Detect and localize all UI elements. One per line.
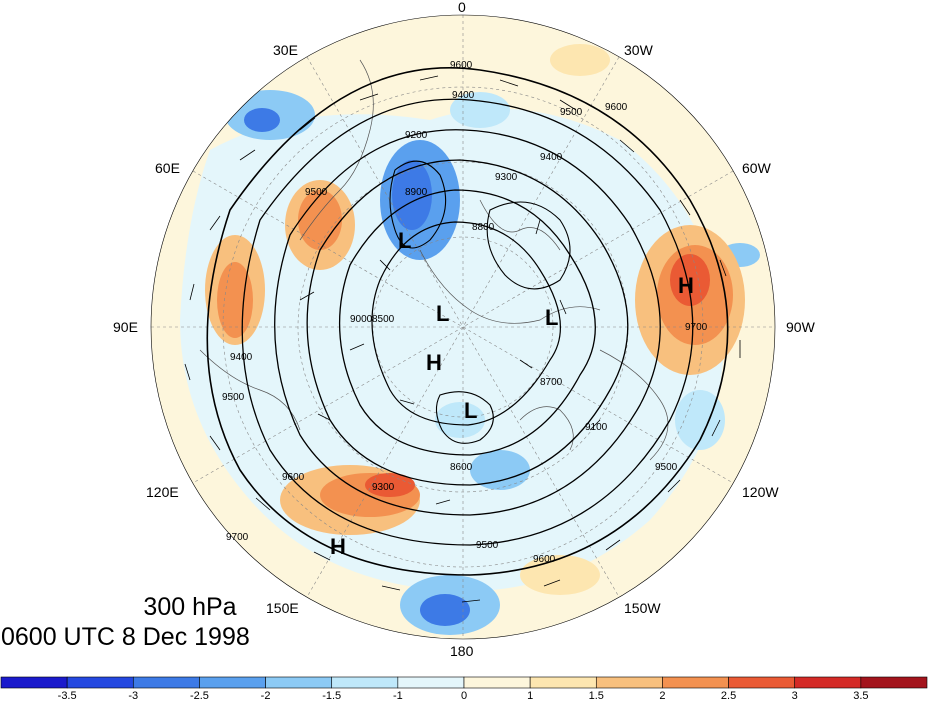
lon-label-30w: 30W <box>624 42 654 58</box>
colorbar-tick-label: 2.5 <box>721 690 736 702</box>
low-marker: L <box>398 228 411 253</box>
colorbar-swatch <box>132 676 200 689</box>
pressure-centers: H H H L L L L <box>330 228 694 559</box>
colorbar-swatch <box>529 676 597 689</box>
lon-label-90w: 90W <box>786 319 816 335</box>
colorbar-swatch <box>66 676 134 689</box>
contour-labels: 9600 9400 9200 9000 8800 8700 8600 9300 … <box>222 60 708 565</box>
colorbar-swatch <box>860 676 928 689</box>
contour-label: 9500 <box>476 540 499 551</box>
low-marker: L <box>545 305 558 330</box>
contour-label: 9200 <box>405 130 428 141</box>
colorbar-ticks: -3.5 -3 -2.5 -2 -1.5 -1 0 1 1.5 2 2.5 3 3.5 <box>58 690 869 702</box>
high-marker: H <box>330 534 346 559</box>
lon-label-60e: 60E <box>155 160 180 176</box>
colorbar-tick-label: -2.5 <box>190 690 209 702</box>
map-boundary <box>150 14 776 640</box>
contour-label: 9300 <box>372 482 395 493</box>
lon-label-180: 180 <box>450 643 474 659</box>
colorbar-tick-label: 2 <box>659 690 665 702</box>
contour-label: 9500 <box>305 187 328 198</box>
contour-label: 8600 <box>450 462 473 473</box>
contour-label: 8500 <box>372 314 395 325</box>
contour-label: 9600 <box>450 60 473 71</box>
contour-label: 9400 <box>540 152 563 163</box>
lon-label-90e: 90E <box>113 319 138 335</box>
contour-label: 8700 <box>540 377 563 388</box>
lon-label-120e: 120E <box>146 484 179 500</box>
colorbar-tick-label: 3 <box>792 690 798 702</box>
contour-label: 9500 <box>655 462 678 473</box>
lon-label-150e: 150E <box>266 600 299 616</box>
lon-label-60w: 60W <box>742 160 772 176</box>
colorbar-tick-label: -2 <box>261 690 271 702</box>
contour-label: 8900 <box>405 187 428 198</box>
low-marker: L <box>464 398 477 423</box>
colorbar-tick-label: -3.5 <box>58 690 77 702</box>
colorbar-tick-label: 0 <box>461 690 467 702</box>
lon-label-150w: 150W <box>624 600 661 616</box>
high-marker: H <box>426 350 442 375</box>
contour-label: 9000 <box>350 314 373 325</box>
colorbar-swatch <box>0 676 68 689</box>
lon-label-0: 0 <box>458 0 466 15</box>
colorbar-swatch <box>265 676 333 689</box>
colorbar-tick-label: 1 <box>527 690 533 702</box>
colorbar-tick-label: 1.5 <box>589 690 604 702</box>
contour-label: 9600 <box>605 102 628 113</box>
contour-label: 9300 <box>495 172 518 183</box>
colorbar-swatch <box>199 676 266 689</box>
contour-label: 9600 <box>533 554 556 565</box>
contour-label: 9700 <box>685 322 708 333</box>
colorbar-tick-label: -1.5 <box>322 690 341 702</box>
wind-barbs <box>184 75 741 603</box>
contour-label: 9600 <box>282 472 305 483</box>
colorbar-tick-label: -3 <box>128 690 138 702</box>
colorbar-swatch <box>728 676 796 689</box>
contour-label: 9400 <box>230 352 253 363</box>
colorbar-tick-label: -1 <box>393 690 403 702</box>
high-marker: H <box>678 273 694 298</box>
colorbar-tick-label: 3.5 <box>853 690 868 702</box>
longitude-labels: 0 30W 60W 90W 120W 150W 180 150E 120E 90… <box>113 0 816 659</box>
contour-label: 9400 <box>452 90 475 101</box>
graticule <box>151 15 775 639</box>
coastlines <box>199 59 669 461</box>
colorbar: -3.5 -3 -2.5 -2 -1.5 -1 0 1 1.5 2 2.5 3 3.5 <box>0 676 928 702</box>
valid-time-title: 0600 UTC 8 Dec 1998 <box>1 623 250 651</box>
colorbar-swatches <box>0 676 928 689</box>
lon-label-30e: 30E <box>273 42 298 58</box>
height-contours <box>206 66 729 576</box>
colorbar-swatch <box>595 676 663 689</box>
low-marker: L <box>436 301 449 326</box>
contour-label: 9500 <box>560 107 583 118</box>
colorbar-swatch <box>463 676 531 689</box>
contour-label: 9100 <box>585 422 608 433</box>
lon-label-120w: 120W <box>742 484 779 500</box>
contour-label: 9500 <box>222 392 245 403</box>
contour-label: 9700 <box>226 532 249 543</box>
contour-label: 8800 <box>472 222 495 233</box>
colorbar-swatch <box>397 676 465 689</box>
pressure-level-title: 300 hPa <box>143 593 237 621</box>
colorbar-swatch <box>662 676 729 689</box>
colorbar-swatch <box>794 676 862 689</box>
colorbar-swatch <box>331 676 399 689</box>
